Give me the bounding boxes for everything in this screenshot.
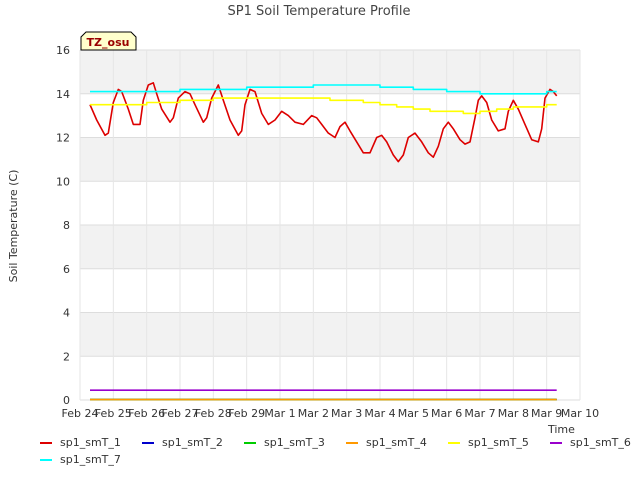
x-tick-label: Feb 28 — [195, 407, 232, 420]
legend-item-sp1_smT_1: sp1_smT_1 — [40, 436, 121, 449]
y-tick-label: 8 — [63, 219, 70, 232]
legend-label: sp1_smT_2 — [162, 436, 223, 449]
y-tick-label: 0 — [63, 394, 70, 407]
legend-item-sp1_smT_3: sp1_smT_3 — [244, 436, 325, 449]
x-axis-label: Time — [547, 423, 575, 436]
legend-item-sp1_smT_6: sp1_smT_6 — [550, 436, 631, 449]
chart-title: SP1 Soil Temperature Profile — [228, 4, 411, 19]
background-band — [80, 50, 580, 94]
legend-swatch — [142, 441, 154, 444]
annotation-box: TZ_osu — [80, 31, 137, 51]
y-tick-label: 4 — [63, 307, 70, 320]
legend-swatch — [448, 441, 460, 444]
x-tick-label: Mar 9 — [531, 407, 562, 420]
legend-item-sp1_smT_7: sp1_smT_7 — [40, 453, 121, 466]
x-tick-label: Feb 27 — [162, 407, 199, 420]
legend-label: sp1_smT_6 — [570, 436, 631, 449]
legend-label: sp1_smT_4 — [366, 436, 427, 449]
x-tick-label: Mar 2 — [298, 407, 329, 420]
x-tick-label: Mar 8 — [498, 407, 529, 420]
background-band — [80, 225, 580, 269]
legend-swatch — [244, 441, 256, 444]
y-axis-label: Soil Temperature (C) — [7, 170, 20, 283]
legend-swatch — [40, 441, 52, 444]
x-tick-label: Feb 25 — [95, 407, 132, 420]
annotation-label: TZ_osu — [87, 36, 130, 49]
series-line-sp1_smT_7 — [90, 84, 557, 95]
legend-label: sp1_smT_1 — [60, 436, 121, 449]
series-line-sp1_smT_1 — [89, 82, 558, 163]
legend-label: sp1_smT_3 — [264, 436, 325, 449]
x-tick-label: Mar 6 — [431, 407, 462, 420]
background-band — [80, 312, 580, 357]
x-tick-label: Mar 1 — [264, 407, 295, 420]
x-tick-label: Mar 10 — [561, 407, 599, 420]
y-tick-label: 2 — [63, 350, 70, 363]
legend-item-sp1_smT_5: sp1_smT_5 — [448, 436, 529, 449]
legend-item-sp1_smT_4: sp1_smT_4 — [346, 436, 427, 449]
x-tick-label: Feb 29 — [228, 407, 265, 420]
series-lines — [89, 82, 558, 401]
series-line-sp1_smT_5 — [90, 97, 557, 115]
y-tick-label: 16 — [56, 44, 70, 57]
legend-swatch — [346, 441, 358, 444]
y-tick-label: 12 — [56, 132, 70, 145]
x-tick-label: Mar 5 — [398, 407, 429, 420]
legend-swatch — [550, 441, 562, 444]
legend-swatch — [40, 458, 52, 461]
legend-item-sp1_smT_2: sp1_smT_2 — [142, 436, 223, 449]
x-tick-label: Feb 24 — [62, 407, 99, 420]
x-tick-label: Mar 3 — [331, 407, 362, 420]
y-tick-label: 6 — [63, 263, 70, 276]
legend-label: sp1_smT_5 — [468, 436, 529, 449]
legend-label: sp1_smT_7 — [60, 453, 121, 466]
y-tick-label: 14 — [56, 88, 70, 101]
background-band — [80, 137, 580, 182]
x-tick-label: Mar 4 — [364, 407, 395, 420]
x-tick-label: Feb 26 — [128, 407, 165, 420]
y-tick-label: 10 — [56, 175, 70, 188]
x-tick-label: Mar 7 — [464, 407, 495, 420]
